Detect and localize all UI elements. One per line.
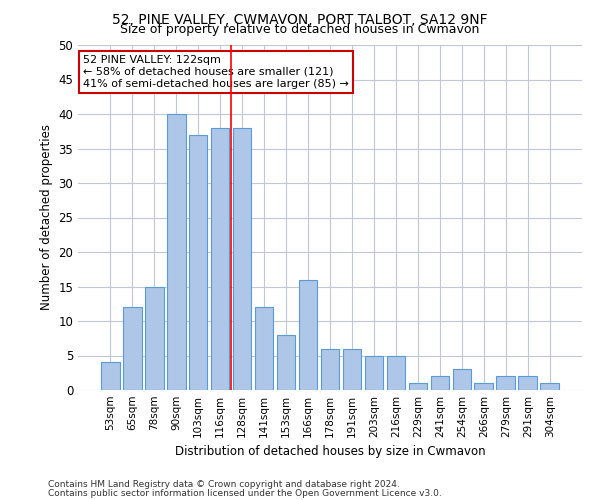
Bar [541,383,559,390]
Bar [343,348,361,390]
Bar [299,280,317,390]
Text: 52, PINE VALLEY, CWMAVON, PORT TALBOT, SA12 9NF: 52, PINE VALLEY, CWMAVON, PORT TALBOT, S… [112,12,488,26]
Bar [475,383,493,390]
Bar [101,362,119,390]
Y-axis label: Number of detached properties: Number of detached properties [40,124,53,310]
Text: Contains public sector information licensed under the Open Government Licence v3: Contains public sector information licen… [48,489,442,498]
Bar [431,376,449,390]
Text: Size of property relative to detached houses in Cwmavon: Size of property relative to detached ho… [121,22,479,36]
Bar [518,376,537,390]
Bar [277,335,295,390]
Bar [189,134,208,390]
Bar [123,307,142,390]
Bar [320,348,340,390]
Bar [452,370,471,390]
Bar [386,356,405,390]
Bar [255,307,274,390]
X-axis label: Distribution of detached houses by size in Cwmavon: Distribution of detached houses by size … [175,446,485,458]
Bar [365,356,383,390]
Bar [211,128,229,390]
Text: Contains HM Land Registry data © Crown copyright and database right 2024.: Contains HM Land Registry data © Crown c… [48,480,400,489]
Text: 52 PINE VALLEY: 122sqm
← 58% of detached houses are smaller (121)
41% of semi-de: 52 PINE VALLEY: 122sqm ← 58% of detached… [83,56,349,88]
Bar [145,286,164,390]
Bar [233,128,251,390]
Bar [167,114,185,390]
Bar [496,376,515,390]
Bar [409,383,427,390]
